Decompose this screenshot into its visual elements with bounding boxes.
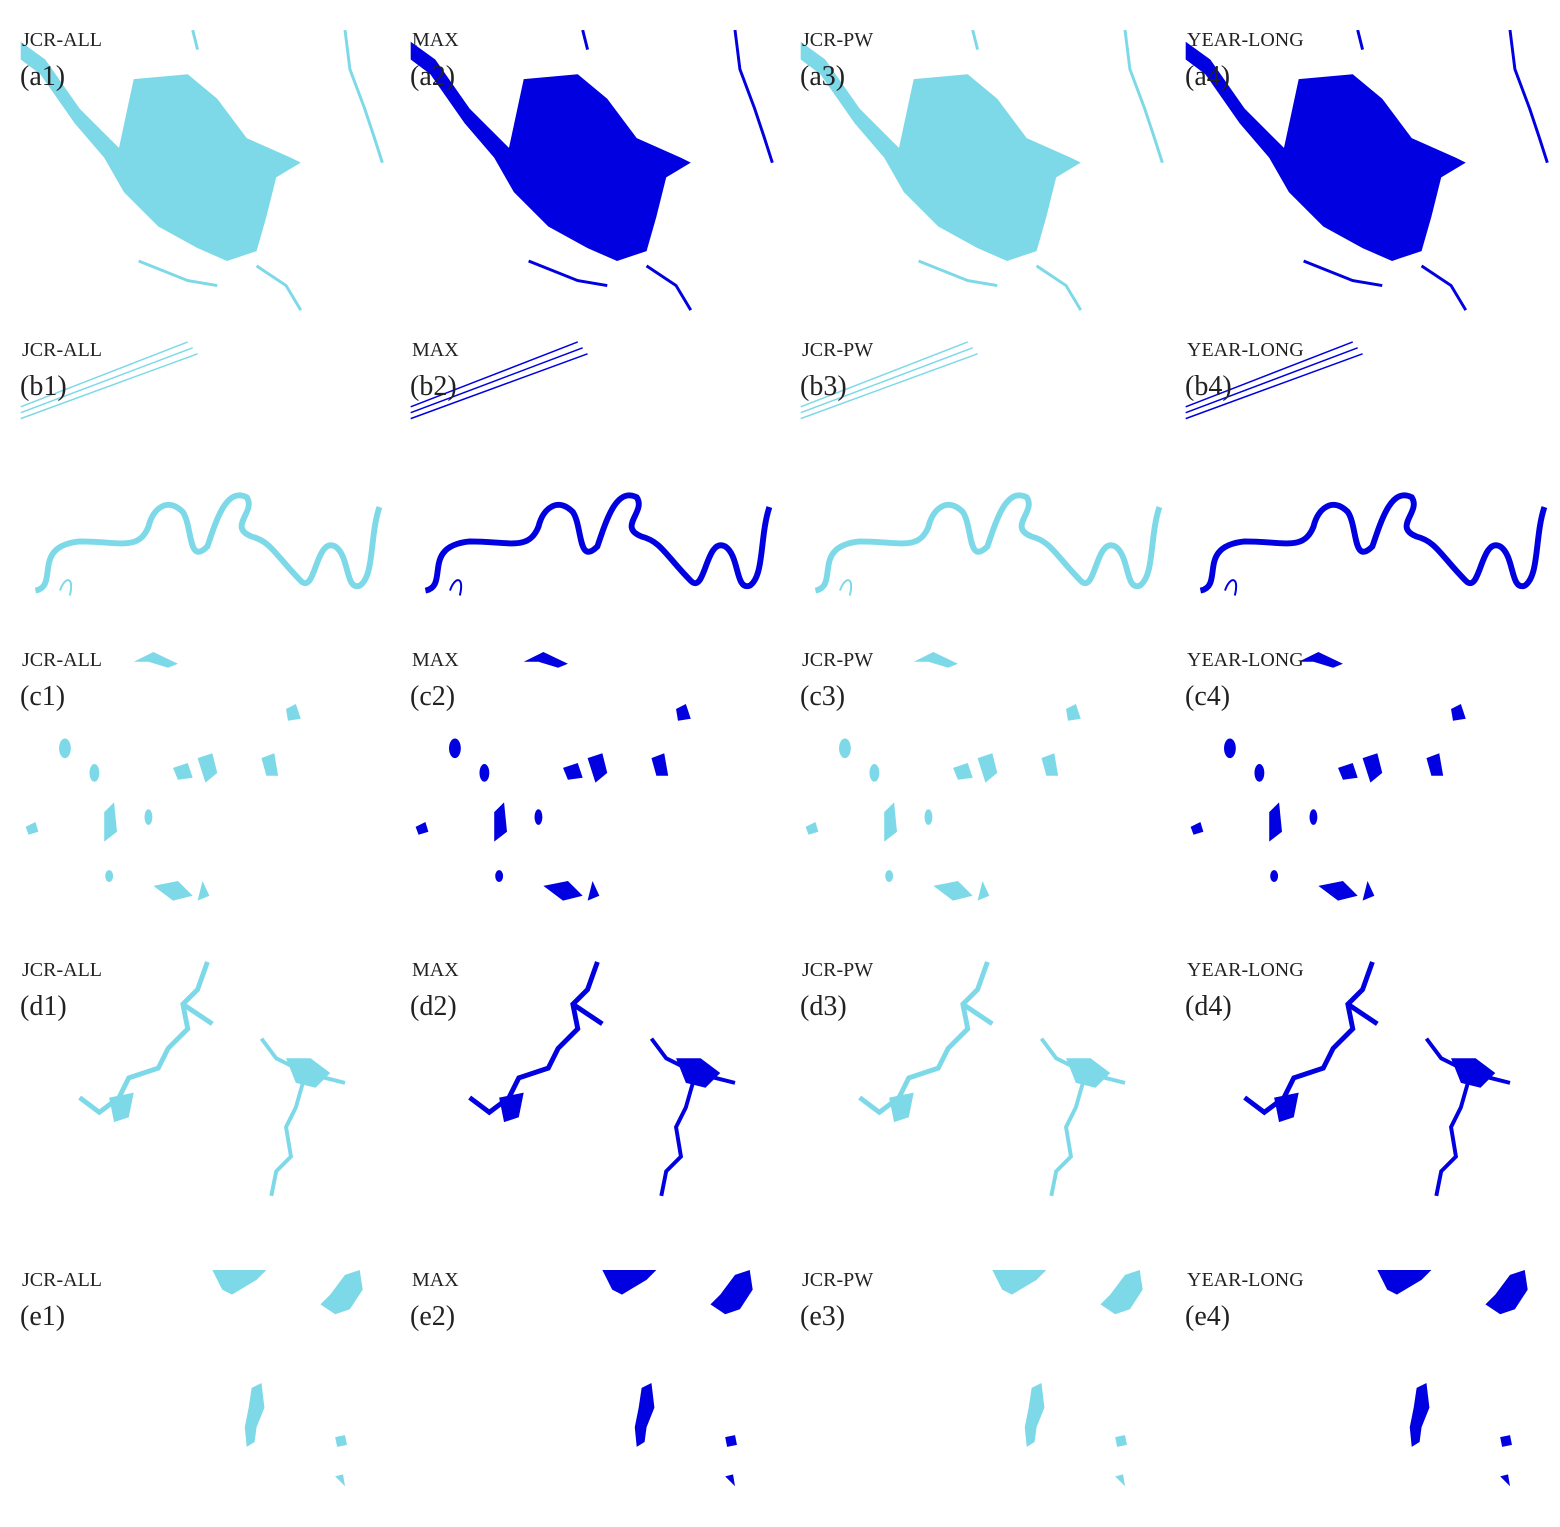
method-label: JCR-ALL	[22, 339, 102, 361]
water-map	[470, 962, 735, 1196]
water-map	[800, 30, 1164, 312]
method-label: YEAR-LONG	[1187, 339, 1304, 361]
panel-label: (c4)	[1185, 681, 1230, 712]
panel-label: (a1)	[20, 61, 65, 92]
water-map	[410, 30, 774, 312]
method-label: JCR-ALL	[22, 649, 102, 671]
method-label: JCR-PW	[802, 649, 873, 671]
panel-label: (b1)	[20, 371, 67, 402]
method-label: YEAR-LONG	[1187, 29, 1304, 51]
method-label: YEAR-LONG	[1187, 959, 1304, 981]
panel-label: (a4)	[1185, 61, 1230, 92]
water-map	[21, 342, 380, 596]
water-map	[602, 1270, 753, 1487]
panel-label: (c3)	[800, 681, 845, 712]
method-label: JCR-ALL	[22, 29, 102, 51]
panel-label: (e1)	[20, 1301, 65, 1332]
water-map	[1185, 30, 1549, 312]
panel-label: (b3)	[800, 371, 847, 402]
method-label: JCR-ALL	[22, 1269, 102, 1291]
panel-label: (b2)	[410, 371, 457, 402]
panel-label: (c2)	[410, 681, 455, 712]
panel-label: (e4)	[1185, 1301, 1230, 1332]
water-map	[80, 962, 345, 1196]
method-label: YEAR-LONG	[1187, 649, 1304, 671]
method-label: YEAR-LONG	[1187, 1269, 1304, 1291]
water-map	[415, 651, 691, 901]
water-map	[801, 342, 1160, 596]
panel-label: (d1)	[20, 991, 67, 1022]
method-label: JCR-PW	[802, 959, 873, 981]
water-map	[860, 962, 1125, 1196]
method-label: MAX	[412, 959, 459, 981]
panel-label: (d2)	[410, 991, 457, 1022]
method-label: JCR-PW	[802, 1269, 873, 1291]
water-map	[411, 342, 770, 596]
method-label: JCR-ALL	[22, 959, 102, 981]
water-map	[805, 651, 1081, 901]
method-label: JCR-PW	[802, 339, 873, 361]
method-label: JCR-PW	[802, 29, 873, 51]
panel-label: (d3)	[800, 991, 847, 1022]
method-label: MAX	[412, 649, 459, 671]
water-map	[1190, 651, 1466, 901]
method-label: MAX	[412, 339, 459, 361]
panel-label: (b4)	[1185, 371, 1232, 402]
panel-label: (e3)	[800, 1301, 845, 1332]
water-map	[212, 1270, 363, 1487]
panel-label: (e2)	[410, 1301, 455, 1332]
panel-label: (c1)	[20, 681, 65, 712]
panel-label: (d4)	[1185, 991, 1232, 1022]
water-map	[20, 30, 384, 312]
water-map	[1245, 962, 1510, 1196]
panel-label: (a3)	[800, 61, 845, 92]
water-map	[1377, 1270, 1528, 1487]
method-label: MAX	[412, 29, 459, 51]
method-label: MAX	[412, 1269, 459, 1291]
water-map	[992, 1270, 1143, 1487]
water-map	[25, 651, 301, 901]
panel-label: (a2)	[410, 61, 455, 92]
water-map	[1186, 342, 1545, 596]
